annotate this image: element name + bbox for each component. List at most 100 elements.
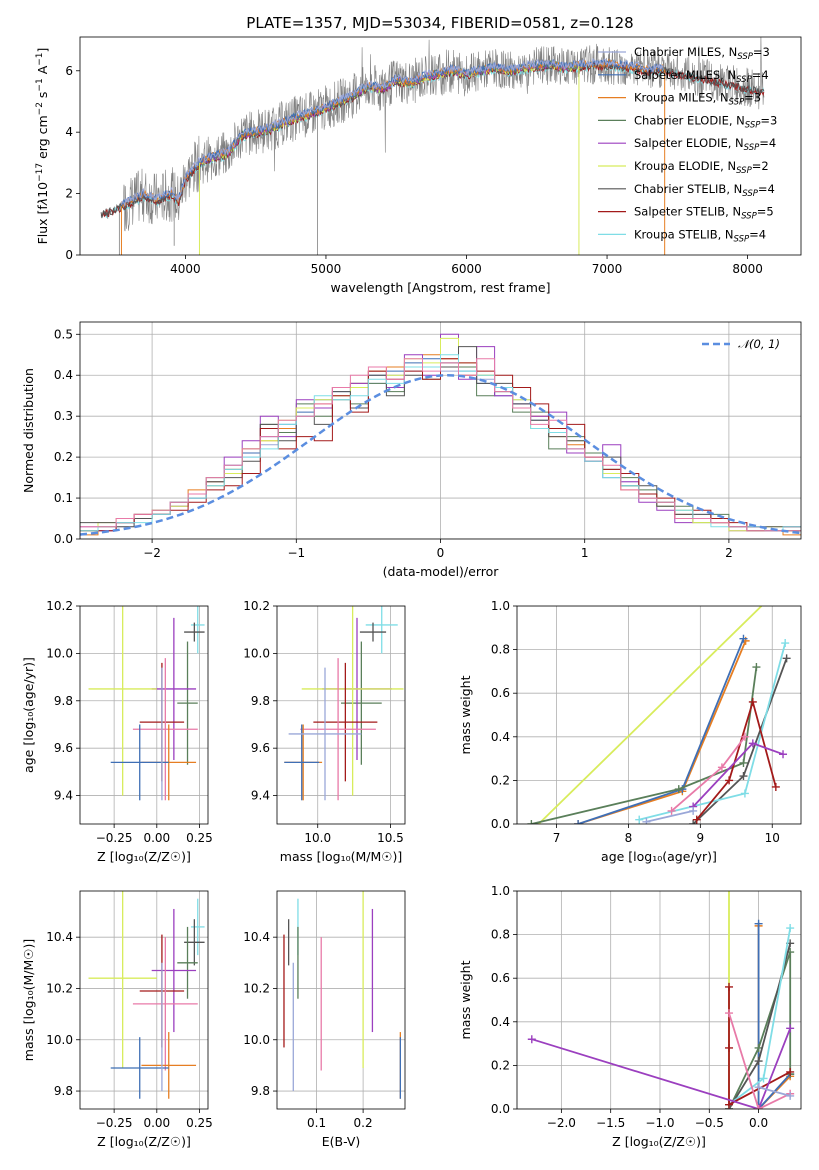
legend-label: Salpeter ELODIE, NSSP=4 (634, 136, 776, 153)
track-marker (739, 758, 748, 767)
x-tick: 8 (625, 824, 633, 845)
track-kroupa-elodie (537, 606, 763, 824)
x-tick: 0 (437, 539, 445, 560)
legend-label: Kroupa STELIB, NSSP=4 (634, 227, 766, 244)
axes-frame (516, 890, 802, 1110)
x-tick-label: 0.0 (749, 1116, 768, 1130)
x-tick-label: 1 (581, 546, 589, 560)
y-tick-label: 9.8 (54, 1084, 73, 1098)
track-marker (739, 772, 748, 781)
plot-area-spectrum (100, 37, 765, 255)
legend-entry: Chabrier STELIB, NSSP=4 (598, 182, 775, 199)
track-marker (748, 697, 757, 706)
estimate-salpeter-elodie (151, 617, 197, 761)
x-tick-label: −1.0 (645, 1116, 674, 1130)
legend-label: Kroupa MILES, NSSP=3 (634, 91, 761, 108)
x-tick: 10.0 (304, 824, 331, 845)
track-kroupa-stelib (635, 639, 790, 824)
y-tick: 10.2 (243, 599, 277, 613)
y-tick: 0.0 (54, 532, 80, 546)
y-tick: 0.0 (491, 1102, 517, 1116)
y-tick: 4 (65, 125, 80, 139)
y-tick: 0.3 (54, 409, 80, 423)
x-tick-label: 4000 (170, 262, 201, 276)
y-tick-label: 0.2 (491, 773, 510, 787)
plot-area-age-vs-z (80, 606, 208, 824)
x-tick-label: −0.5 (695, 1116, 724, 1130)
panel-mass-vs-z: −0.25 0.00 0.25 9.8 10.0 10.2 10.4 Z [log₁₀(Z/Z… (21, 890, 213, 1149)
y-tick: 9.6 (54, 741, 80, 755)
x-tick-label: −2 (143, 546, 161, 560)
track-marker (740, 732, 749, 741)
histogram-pink (80, 358, 801, 539)
y-axis-label: Flux [fλ10−17 erg cm−2 s−1 A−1] (35, 48, 50, 245)
track-marker (642, 817, 651, 824)
x-tick: 0.1 (307, 1109, 326, 1130)
track-marker (781, 639, 790, 648)
x-tick-label: 9 (697, 831, 705, 845)
plot-area-weight-vs-age (517, 606, 801, 824)
y-tick: 1.0 (491, 884, 517, 898)
estimate-kroupa-elodie (301, 606, 404, 796)
observed-spectrum (100, 37, 765, 232)
estimate-salpeter-elodie (151, 908, 197, 1033)
x-tick-label: 0.1 (307, 1116, 326, 1130)
legend-label: Kroupa ELODIE, NSSP=2 (634, 159, 769, 176)
panel-mass-vs-ebv: 0.1 0.2 9.8 10.0 10.2 10.4 E(B-V) (243, 890, 406, 1149)
track-marker (689, 820, 698, 824)
estimate-salpeter-miles (110, 1037, 169, 1099)
y-tick: 0.1 (54, 491, 80, 505)
y-tick-label: 0.2 (54, 450, 73, 464)
estimate-kroupa-stelib (365, 606, 398, 654)
track-marker (754, 1057, 763, 1066)
y-tick: 0.2 (491, 1058, 517, 1072)
x-axis-label: E(B-V) (322, 1134, 361, 1149)
y-tick-label: 10.2 (243, 599, 270, 613)
x-tick: −2.0 (547, 1109, 576, 1130)
track-marker (725, 1009, 734, 1018)
y-tick-label: 9.8 (54, 694, 73, 708)
plot-area-mass-vs-ebv (277, 891, 405, 1109)
track-pink (667, 732, 749, 815)
track-marker (725, 1100, 734, 1109)
y-tick: 0.0 (491, 817, 517, 831)
x-tick-label: 0.00 (143, 831, 170, 845)
y-tick: 0.4 (491, 1015, 517, 1029)
x-tick-label: 8000 (732, 262, 763, 276)
track-marker (725, 776, 734, 785)
x-tick: 4000 (170, 255, 201, 276)
plot-area-age-vs-mass (277, 606, 405, 824)
track-marker (674, 785, 683, 794)
estimate-chabrier-stelib (359, 622, 387, 642)
track-marker (754, 1083, 763, 1092)
x-tick-label: 0.25 (186, 831, 213, 845)
x-tick-label: 10 (765, 831, 780, 845)
y-tick-label: 10.2 (46, 981, 73, 995)
y-tick: 6 (65, 64, 80, 78)
track-line (531, 1027, 792, 1109)
y-tick-label: 0.5 (54, 327, 73, 341)
x-tick-label: 5000 (311, 262, 342, 276)
x-tick: −2 (143, 539, 161, 560)
legend-label: Salpeter STELIB, NSSP=5 (634, 205, 774, 222)
y-tick-label: 0.6 (491, 686, 510, 700)
x-tick: 10 (765, 824, 780, 845)
x-tick-label: 0 (437, 546, 445, 560)
track-line (577, 638, 745, 824)
estimate-chabrier-elodie (177, 641, 198, 765)
y-tick-label: 1.0 (491, 884, 510, 898)
x-axis-label: Z [log₁₀(Z/Z☉)] (97, 849, 191, 864)
legend-label: 𝒩(0, 1) (738, 337, 780, 351)
track-marker (786, 1024, 795, 1033)
y-tick-label: 9.8 (251, 694, 270, 708)
x-tick: −1.0 (645, 1109, 675, 1130)
track-line (671, 736, 746, 812)
y-tick-label: 0.4 (54, 368, 73, 382)
estimate-kroupa-stelib (190, 898, 205, 956)
estimate-pink (132, 937, 198, 1071)
y-tick-label: 10.0 (243, 646, 270, 660)
x-tick-label: 8 (625, 831, 633, 845)
estimate-chabrier-elodie (177, 926, 198, 999)
x-tick-label: 7 (553, 831, 561, 845)
